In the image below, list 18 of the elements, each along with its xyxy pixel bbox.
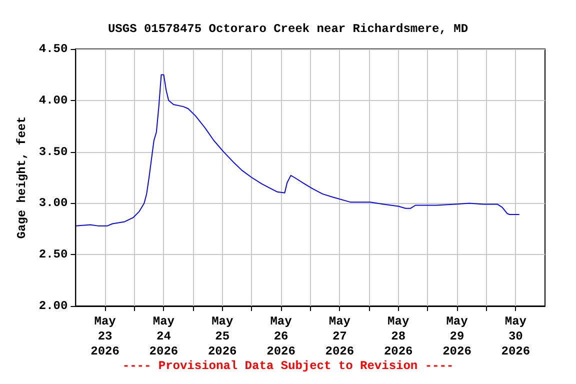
chart-title: USGS 01578475 Octoraro Creek near Richardsmere, MD [108,22,468,36]
y-axis-title: Gage height, feet [15,116,29,239]
y-tick-label: 3.50 [38,144,68,159]
y-tick-label: 2.50 [38,248,68,262]
x-tick-label: May 30 2026 [501,314,530,358]
y-tick-label: 3.00 [38,196,68,210]
x-tick-label: May 28 2026 [384,314,413,358]
y-tick-label: 4.50 [38,42,68,56]
y-tick-label: 2.00 [38,299,68,313]
x-tick-label: May 23 2026 [90,314,120,358]
x-tick-label: May 24 2026 [149,314,178,358]
x-tick-label: May 25 2026 [208,314,237,358]
line-series [75,74,520,226]
y-tick-label: 4.00 [38,93,68,108]
x-tick-label: May 27 2026 [325,314,354,358]
text: ---- Provisional Data Subject to Revision ---- [122,359,454,373]
x-tick-label: May 26 2026 [266,314,296,358]
x-tick-label: May 29 2026 [442,314,472,358]
